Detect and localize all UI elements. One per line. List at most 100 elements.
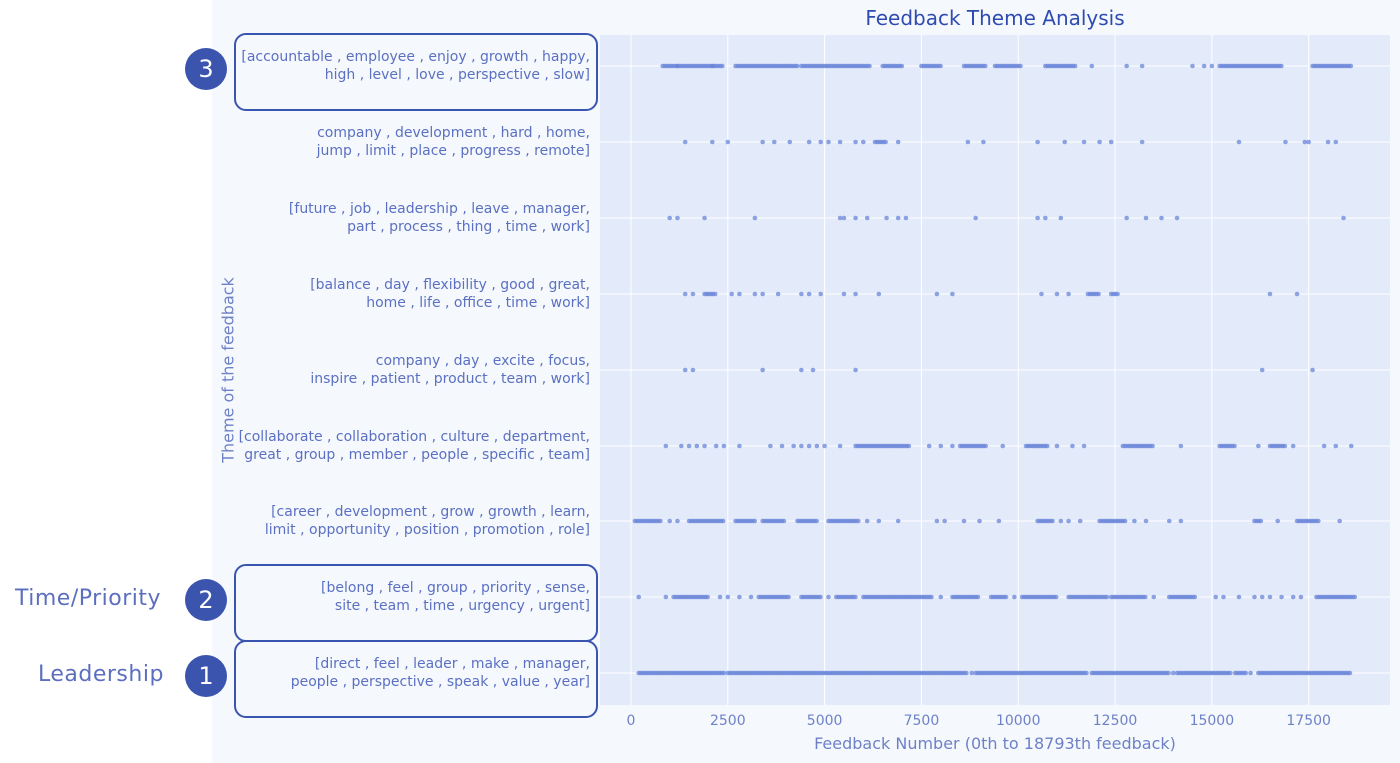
theme-label-line1: [accountable , employee , enjoy , growth… bbox=[241, 49, 590, 65]
data-point bbox=[1108, 139, 1114, 145]
data-point bbox=[1050, 518, 1055, 524]
data-point bbox=[1150, 443, 1155, 449]
data-point bbox=[1072, 63, 1078, 69]
data-point bbox=[822, 443, 827, 449]
data-point bbox=[760, 139, 765, 145]
data-point bbox=[903, 215, 909, 221]
data-point bbox=[973, 215, 978, 221]
data-point bbox=[748, 594, 754, 600]
data-point bbox=[1062, 139, 1068, 145]
data-point bbox=[690, 291, 696, 297]
data-point bbox=[1279, 594, 1284, 600]
data-point bbox=[977, 518, 982, 524]
data-point bbox=[1333, 139, 1339, 145]
data-point bbox=[1003, 594, 1009, 600]
data-point bbox=[1104, 594, 1110, 600]
theme-label-line2: great , group , member , people , specif… bbox=[244, 447, 590, 463]
data-point bbox=[690, 367, 696, 373]
data-point bbox=[950, 443, 955, 449]
theme-label: [collaborate , collaboration , culture ,… bbox=[239, 428, 590, 464]
data-point bbox=[1275, 518, 1280, 524]
data-point bbox=[682, 367, 688, 373]
data-point bbox=[682, 291, 688, 297]
data-point bbox=[713, 443, 719, 449]
data-point bbox=[702, 443, 707, 449]
data-point bbox=[969, 670, 975, 676]
theme-label: company , development , hard , home, jump… bbox=[317, 124, 590, 160]
data-point bbox=[1053, 594, 1059, 600]
data-point bbox=[1190, 63, 1195, 69]
data-point bbox=[876, 518, 882, 524]
data-point bbox=[1348, 63, 1354, 69]
data-point bbox=[950, 291, 955, 297]
data-point bbox=[841, 291, 847, 297]
theme-label-line1: [direct , feel , leader , make , manager… bbox=[314, 656, 590, 672]
theme-label-line2: inspire , patient , product , team , wor… bbox=[310, 371, 590, 387]
data-point bbox=[981, 139, 986, 145]
data-point bbox=[1325, 139, 1331, 145]
data-point bbox=[679, 443, 684, 449]
data-point bbox=[1267, 594, 1273, 600]
x-tick-label: 5000 bbox=[807, 713, 843, 729]
data-point bbox=[1115, 291, 1120, 297]
data-point bbox=[710, 139, 715, 145]
data-point bbox=[1267, 291, 1273, 297]
data-point bbox=[810, 367, 816, 373]
data-point bbox=[814, 443, 820, 449]
data-point bbox=[682, 139, 688, 145]
data-point bbox=[1341, 215, 1346, 221]
data-point bbox=[1316, 518, 1321, 524]
theme-label: [direct , feel , leader , make , manager… bbox=[291, 655, 590, 691]
data-point bbox=[1089, 63, 1095, 69]
theme-label-line2: site , team , time , urgency , urgent] bbox=[334, 598, 590, 614]
data-point bbox=[712, 291, 718, 297]
data-point bbox=[864, 518, 870, 524]
data-point bbox=[1294, 291, 1300, 297]
data-point bbox=[841, 215, 847, 221]
theme-label: [belong , feel , group , priority , sens… bbox=[321, 579, 590, 615]
theme-label-line2: people , perspective , speak , value , y… bbox=[290, 674, 590, 690]
data-point bbox=[853, 139, 858, 145]
data-point bbox=[720, 63, 725, 69]
data-point bbox=[965, 139, 971, 145]
data-point bbox=[895, 139, 901, 145]
data-point bbox=[737, 594, 742, 600]
data-point bbox=[1178, 518, 1184, 524]
data-point bbox=[752, 291, 758, 297]
data-point bbox=[853, 215, 858, 221]
data-point bbox=[720, 518, 726, 524]
data-point bbox=[1081, 139, 1087, 145]
data-point bbox=[799, 367, 804, 373]
data-point bbox=[1348, 443, 1354, 449]
data-point bbox=[1066, 518, 1071, 524]
data-point bbox=[1209, 63, 1215, 69]
data-point bbox=[853, 594, 858, 600]
data-point bbox=[710, 63, 715, 69]
data-point bbox=[1143, 518, 1149, 524]
data-point bbox=[895, 518, 901, 524]
data-point bbox=[1321, 443, 1327, 449]
data-point bbox=[675, 63, 680, 69]
data-point bbox=[1058, 215, 1064, 221]
theme-label-line1: [future , job , leadership , leave , man… bbox=[288, 201, 590, 217]
data-point bbox=[1035, 215, 1040, 221]
data-point bbox=[760, 367, 765, 373]
theme-label: company , day , excite , focus, inspire ,… bbox=[310, 352, 590, 388]
data-point bbox=[826, 594, 831, 600]
data-point bbox=[1139, 63, 1145, 69]
data-point bbox=[1170, 670, 1176, 676]
data-point bbox=[1279, 63, 1284, 69]
x-axis-label: Feedback Number (0th to 18793th feedback… bbox=[814, 734, 1176, 753]
data-point bbox=[1352, 594, 1358, 600]
data-point bbox=[837, 443, 843, 449]
data-point bbox=[1159, 215, 1164, 221]
data-point bbox=[1236, 594, 1242, 600]
data-point bbox=[799, 291, 804, 297]
chart-title: Feedback Theme Analysis bbox=[865, 6, 1125, 30]
theme-label-line1: [balance , day , flexibility , good , gr… bbox=[310, 277, 590, 293]
data-point bbox=[781, 518, 787, 524]
data-point bbox=[1166, 670, 1171, 676]
data-point bbox=[1097, 139, 1102, 145]
data-point bbox=[1066, 291, 1071, 297]
